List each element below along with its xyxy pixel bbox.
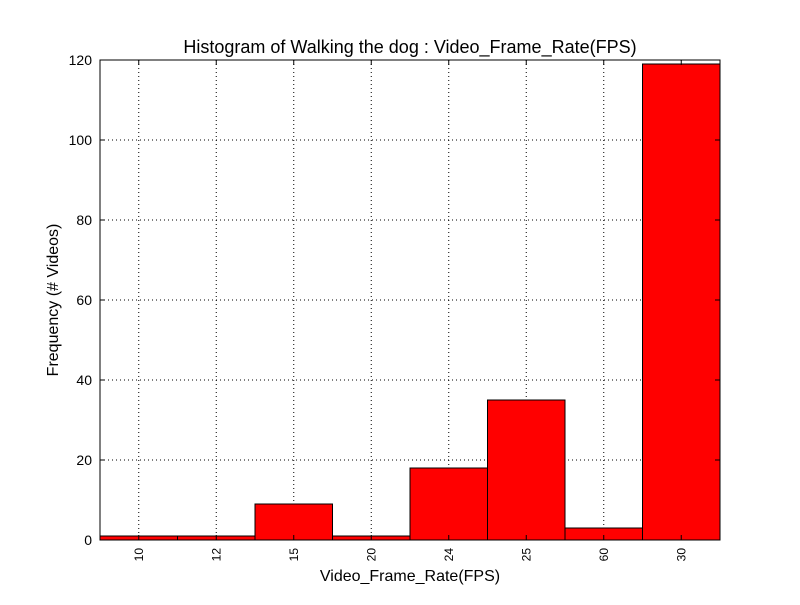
- x-tick-label: 24: [442, 548, 456, 562]
- x-tick-label: 15: [287, 548, 301, 562]
- y-tick-label: 120: [69, 52, 93, 68]
- x-tick-label: 25: [519, 548, 533, 562]
- y-tick-label: 60: [76, 292, 92, 308]
- x-tick-label: 60: [597, 548, 611, 562]
- y-tick-label: 80: [76, 212, 92, 228]
- histogram-bar: [254, 503, 333, 541]
- y-tick-label: 40: [76, 372, 92, 388]
- chart-title: Histogram of Walking the dog : Video_Fra…: [183, 37, 636, 58]
- x-axis-label: Video_Frame_Rate(FPS): [320, 568, 500, 585]
- x-tick-label: 10: [132, 548, 146, 562]
- y-tick-label: 20: [76, 452, 92, 468]
- y-axis-label: Frequency (# Videos): [45, 224, 62, 377]
- histogram-bar: [487, 399, 566, 541]
- histogram-bar: [642, 63, 721, 541]
- ticks: 0 20 40 60 80 100 120 10 12 15 20 24 25 60 30: [69, 52, 720, 561]
- histogram-bar: [409, 467, 488, 541]
- y-tick-label: 0: [84, 532, 92, 548]
- x-tick-label: 30: [674, 548, 688, 562]
- x-tick-label: 20: [364, 548, 378, 562]
- x-tick-label: 12: [209, 548, 223, 562]
- y-tick-label: 100: [69, 132, 93, 148]
